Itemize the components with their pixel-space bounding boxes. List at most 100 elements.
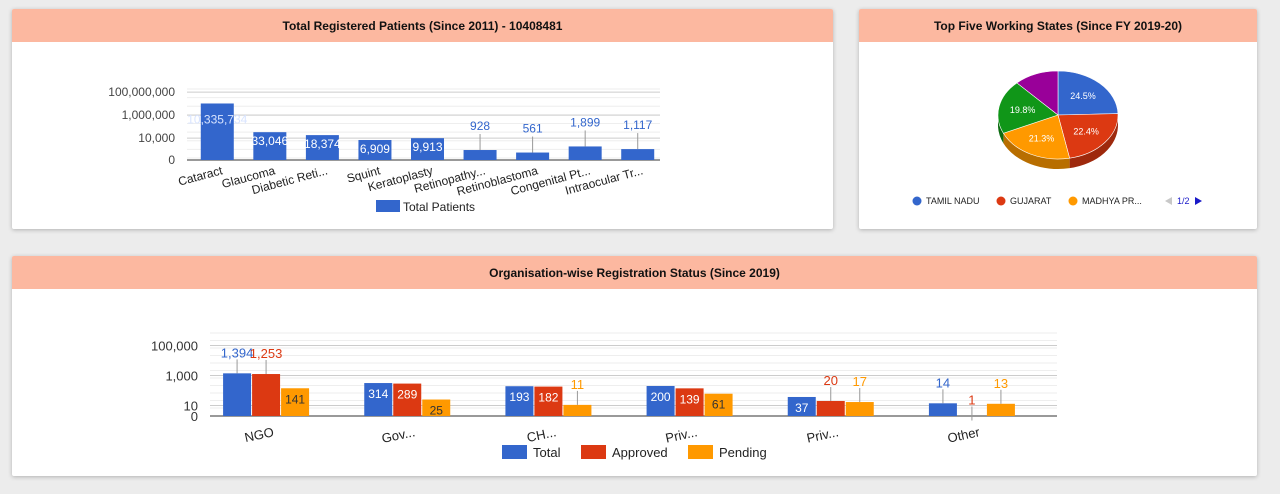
pie-slice-side-2 — [1069, 115, 1118, 169]
bar-data-label: 11 — [571, 377, 585, 392]
bar-data-label: 139 — [680, 392, 700, 406]
legend-pager: 1/2 — [1177, 196, 1190, 206]
bar-1 — [200, 103, 234, 160]
bar-data-label: 1,253 — [250, 346, 283, 361]
states-pie-chart[interactable]: 24.5% 22.4% 21.3% 19.8% TAMIL NADU GUJARAT MAD… — [859, 42, 1257, 229]
pending-bar-2 — [422, 399, 451, 416]
y-tick-label: 1,000 — [165, 369, 198, 384]
bar-data-label: 10,335,734 — [187, 112, 247, 126]
x-tick-label: NGO — [243, 424, 275, 445]
pie-slice-label: 22.4% — [1073, 126, 1099, 136]
total-bar-3 — [505, 386, 534, 416]
bar-data-label: 141 — [285, 392, 305, 406]
bar-data-label: 200 — [651, 390, 671, 404]
x-tick-label: Gov... — [380, 424, 416, 446]
bar-data-label: 1,394 — [221, 345, 254, 360]
legend-label-3: MADHYA PR... — [1082, 196, 1142, 206]
patients-bar-chart[interactable]: 100,000,000 1,000,000 10,000 0 10,335,734 Cat… — [12, 42, 833, 229]
bar-2 — [253, 132, 287, 160]
pie-slice-4 — [997, 82, 1059, 134]
legend-dot-3 — [1068, 196, 1078, 206]
pending-bar-5 — [845, 402, 874, 416]
legend-dot-2 — [996, 196, 1006, 206]
y-tick-label: 0 — [168, 153, 175, 167]
pending-bar-6 — [986, 403, 1015, 416]
pending-bar-3 — [563, 404, 592, 416]
y-tick-label: 1,000,000 — [122, 108, 176, 122]
bar-3 — [305, 135, 339, 160]
y-tick-label: 100,000 — [151, 339, 198, 354]
bar-data-label: 18,374 — [304, 137, 341, 151]
x-tick-label: CH... — [525, 424, 557, 445]
bar-data-label: 13 — [994, 376, 1008, 391]
legend-prev-page-icon[interactable] — [1165, 197, 1172, 205]
x-tick-label: Priv... — [664, 424, 699, 445]
bar-5 — [411, 138, 444, 160]
bar-data-label: 17 — [853, 374, 867, 389]
states-card: Top Five Working States (Since FY 2019-2… — [859, 9, 1257, 229]
legend-label-2: GUJARAT — [1010, 196, 1052, 206]
bar-data-label: 561 — [523, 122, 543, 136]
y-tick-label: 10 — [184, 399, 198, 414]
bar-data-label: 182 — [538, 391, 558, 405]
approved-bar-4 — [675, 388, 704, 416]
approved-bar-2 — [393, 383, 422, 416]
x-tick-label: Other — [946, 424, 982, 446]
pie-slice-label: 24.5% — [1070, 91, 1096, 101]
bar-7 — [516, 152, 550, 160]
legend-label-total: Total — [533, 445, 561, 460]
bar-data-label: 25 — [430, 404, 444, 418]
bar-data-label: 33,046 — [251, 134, 288, 148]
total-bar-1 — [223, 373, 252, 416]
x-tick-label: Priv... — [805, 424, 840, 445]
pie-slice-side-4 — [998, 115, 1004, 144]
legend-swatch-approved — [581, 445, 606, 459]
legend-next-page-icon[interactable] — [1195, 197, 1202, 205]
total-bar-4 — [646, 385, 675, 416]
bar-data-label: 289 — [397, 388, 417, 402]
bar-8 — [568, 146, 602, 160]
pie-slice-1 — [1057, 70, 1119, 116]
bar-data-label: 1,899 — [570, 115, 600, 129]
bar-data-label: 20 — [824, 373, 838, 388]
bar-4 — [358, 139, 392, 160]
y-tick-label: 10,000 — [138, 131, 175, 145]
pie-slice-side-3 — [1003, 133, 1070, 169]
legend-label-total-patients: Total Patients — [403, 200, 475, 214]
x-tick-label: Cataract — [177, 163, 225, 188]
patients-card-title: Total Registered Patients (Since 2011) -… — [12, 9, 833, 42]
pie-slice-3 — [1002, 114, 1070, 160]
patients-card: Total Registered Patients (Since 2011) -… — [12, 9, 833, 229]
total-bar-6 — [928, 403, 957, 416]
bar-6 — [463, 150, 497, 160]
bar-data-label: 1 — [968, 393, 975, 408]
bar-data-label: 928 — [470, 119, 490, 133]
legend-swatch-total — [502, 445, 527, 459]
organisation-card-title: Organisation-wise Registration Status (S… — [12, 256, 1257, 289]
pending-bar-4 — [704, 393, 733, 416]
bar-data-label: 9,913 — [412, 140, 442, 154]
bar-data-label: 61 — [712, 398, 726, 412]
legend-label-1: TAMIL NADU — [926, 196, 980, 206]
bar-data-label: 6,909 — [360, 142, 390, 156]
bar-9 — [621, 149, 655, 160]
pie-slice-label: 21.3% — [1029, 133, 1055, 143]
bar-data-label: 314 — [368, 387, 388, 401]
bar-data-label: 37 — [795, 401, 809, 415]
bar-data-label: 1,117 — [623, 118, 652, 132]
approved-bar-3 — [534, 386, 563, 416]
legend-label-approved: Approved — [612, 445, 668, 460]
states-card-title: Top Five Working States (Since FY 2019-2… — [859, 9, 1257, 42]
approved-bar-5 — [816, 400, 845, 416]
y-tick-label: 0 — [191, 409, 198, 424]
pie-slice-2 — [1057, 113, 1119, 159]
bar-data-label: 193 — [509, 390, 529, 404]
y-tick-label: 100,000,000 — [108, 85, 175, 99]
legend-dot-1 — [912, 196, 922, 206]
pie-slice-5 — [1016, 70, 1059, 116]
legend-swatch-total-patients — [376, 200, 400, 212]
legend-swatch-pending — [688, 445, 713, 459]
bar-data-label: 14 — [936, 375, 950, 390]
total-bar-2 — [364, 383, 393, 416]
